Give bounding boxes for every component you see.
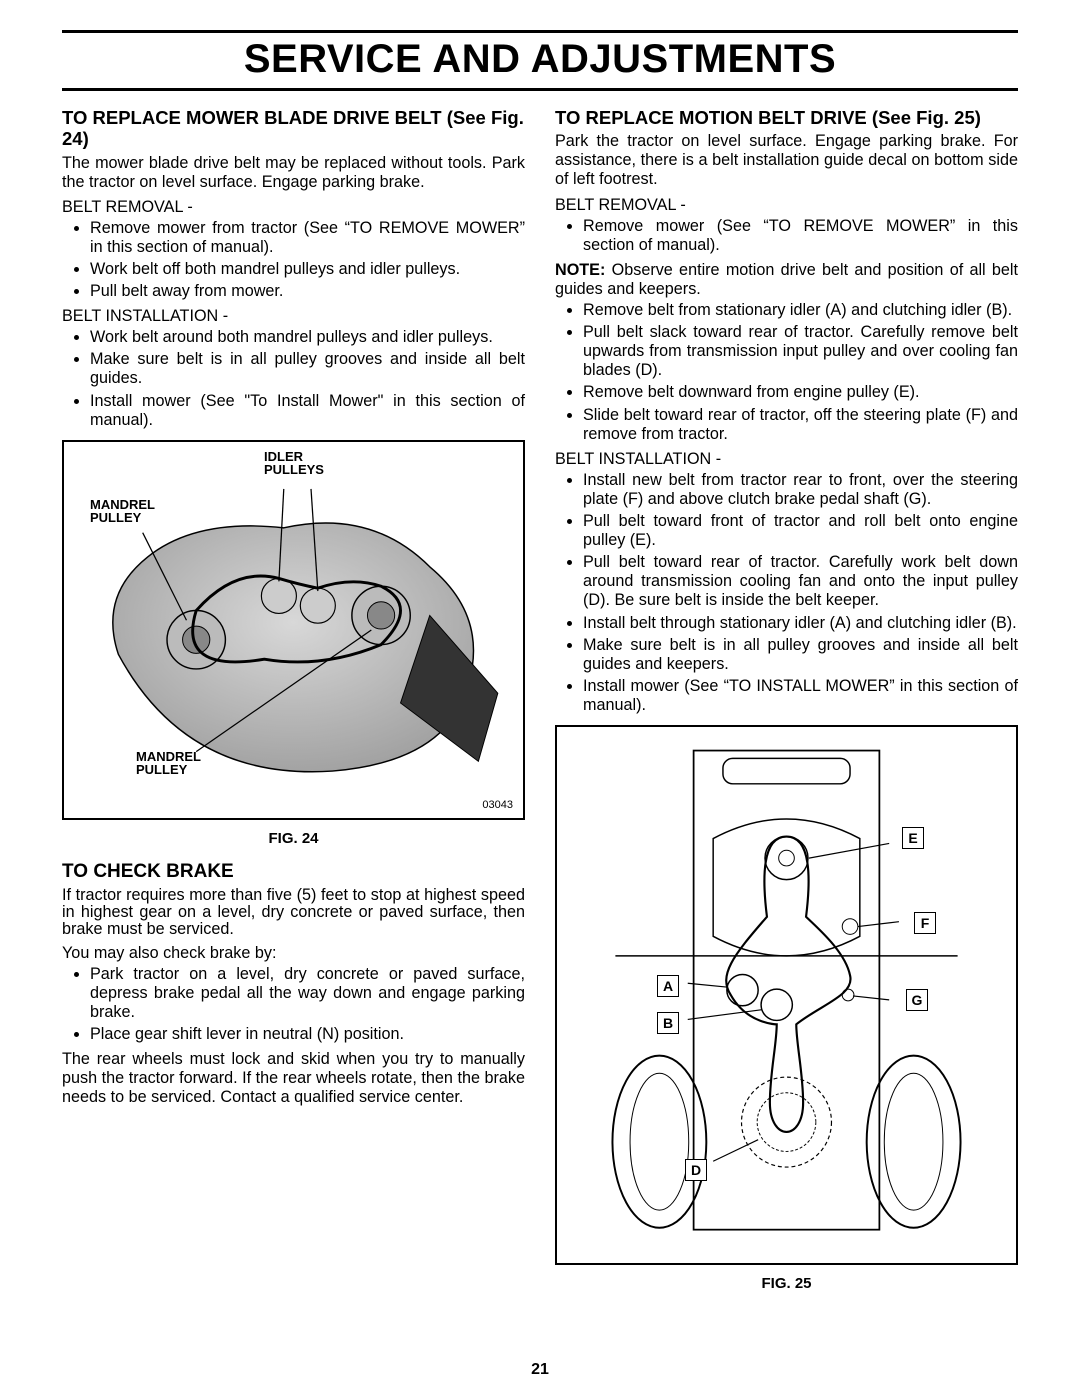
bullet-list: Remove mower from tractor (See “TO REMOV… xyxy=(62,219,525,301)
figure-25-box: E F A B G D xyxy=(555,725,1018,1265)
bullet-list: Work belt around both mandrel pulleys an… xyxy=(62,328,525,430)
list-item: Work belt around both mandrel pulleys an… xyxy=(90,328,525,347)
sub-heading: BELT INSTALLATION - xyxy=(555,450,1018,469)
section-heading: TO REPLACE MOTION BELT DRIVE (See Fig. 2… xyxy=(555,107,1018,128)
sub-heading: BELT REMOVAL - xyxy=(62,198,525,217)
list-item: Remove mower (See “TO REMOVE MOWER” in t… xyxy=(583,217,1018,255)
bullet-list: Remove belt from stationary idler (A) an… xyxy=(555,301,1018,444)
list-item: Make sure belt is in all pulley grooves … xyxy=(90,350,525,388)
list-item: Slide belt toward rear of tractor, off t… xyxy=(583,406,1018,444)
paragraph: Park the tractor on level surface. Engag… xyxy=(555,132,1018,189)
top-rule xyxy=(62,30,1018,33)
section-heading: TO REPLACE MOWER BLADE DRIVE BELT (See F… xyxy=(62,107,525,150)
list-item: Remove belt from stationary idler (A) an… xyxy=(583,301,1018,320)
list-item: Pull belt toward front of tractor and ro… xyxy=(583,512,1018,550)
label-B: B xyxy=(657,1012,679,1034)
paragraph: If tractor requires more than five (5) f… xyxy=(62,887,525,938)
section-heading: TO CHECK BRAKE xyxy=(62,861,525,883)
list-item: Park tractor on a level, dry concrete or… xyxy=(90,965,525,1022)
label-E: E xyxy=(902,827,924,849)
list-item: Pull belt away from mower. xyxy=(90,282,525,301)
list-item: Place gear shift lever in neutral (N) po… xyxy=(90,1025,525,1044)
list-item: Install belt through stationary idler (A… xyxy=(583,614,1018,633)
list-item: Install mower (See "To Install Mower" in… xyxy=(90,392,525,430)
list-item: Remove mower from tractor (See “TO REMOV… xyxy=(90,219,525,257)
right-column: TO REPLACE MOTION BELT DRIVE (See Fig. 2… xyxy=(555,101,1018,1306)
figure-24-box: IDLER PULLEYS MANDREL PULLEY MANDREL PUL… xyxy=(62,440,525,820)
list-item: Make sure belt is in all pulley grooves … xyxy=(583,636,1018,674)
page-title: SERVICE AND ADJUSTMENTS xyxy=(62,37,1018,82)
fig25-svg xyxy=(561,731,1012,1259)
two-columns: TO REPLACE MOWER BLADE DRIVE BELT (See F… xyxy=(62,101,1018,1306)
paragraph: The mower blade drive belt may be replac… xyxy=(62,154,525,192)
sub-heading: BELT INSTALLATION - xyxy=(62,307,525,326)
page-number: 21 xyxy=(0,1361,1080,1379)
fig-label-mandrel-top: MANDREL PULLEY xyxy=(90,498,155,525)
left-column: TO REPLACE MOWER BLADE DRIVE BELT (See F… xyxy=(62,101,525,1306)
sub-heading: BELT REMOVAL - xyxy=(555,196,1018,215)
label-D: D xyxy=(685,1159,707,1181)
list-item: Install new belt from tractor rear to fr… xyxy=(583,471,1018,509)
note-text: Observe entire motion drive belt and pos… xyxy=(555,261,1018,298)
fig-id: 03043 xyxy=(482,800,513,812)
paragraph: The rear wheels must lock and skid when … xyxy=(62,1050,525,1107)
list-item: Pull belt slack toward rear of tractor. … xyxy=(583,323,1018,380)
note-line: NOTE: Observe entire motion drive belt a… xyxy=(555,261,1018,299)
bullet-list: Install new belt from tractor rear to fr… xyxy=(555,471,1018,715)
figure-25-caption: FIG. 25 xyxy=(555,1275,1018,1292)
list-item: Pull belt toward rear of tractor. Carefu… xyxy=(583,553,1018,610)
title-underline xyxy=(62,88,1018,91)
manual-page: SERVICE AND ADJUSTMENTS TO REPLACE MOWER… xyxy=(0,0,1080,1397)
paragraph: You may also check brake by: xyxy=(62,944,525,963)
list-item: Install mower (See “TO INSTALL MOWER” in… xyxy=(583,677,1018,715)
bullet-list: Park tractor on a level, dry concrete or… xyxy=(62,965,525,1044)
list-item: Remove belt downward from engine pulley … xyxy=(583,383,1018,402)
label-F: F xyxy=(914,912,936,934)
bullet-list: Remove mower (See “TO REMOVE MOWER” in t… xyxy=(555,217,1018,255)
fig-label-mandrel-bottom: MANDREL PULLEY xyxy=(136,750,201,777)
figure-24-caption: FIG. 24 xyxy=(62,830,525,847)
list-item: Work belt off both mandrel pulleys and i… xyxy=(90,260,525,279)
label-A: A xyxy=(657,975,679,997)
fig-label-idler: IDLER PULLEYS xyxy=(264,450,324,477)
label-G: G xyxy=(906,989,928,1011)
